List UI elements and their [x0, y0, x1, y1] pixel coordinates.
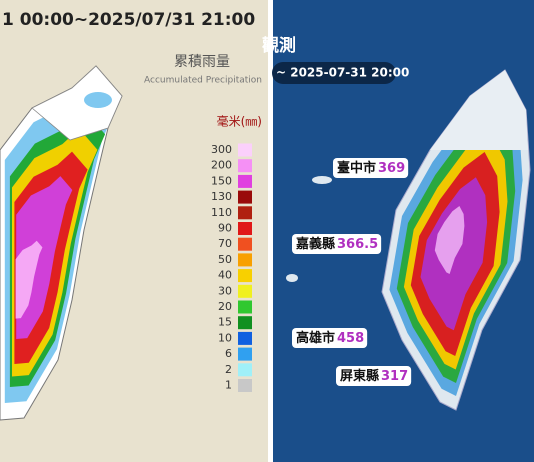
legend-label: 300	[211, 143, 232, 156]
legend-label: 200	[211, 159, 232, 172]
label-text: 屏東縣 317	[340, 368, 408, 384]
legend-swatch	[238, 222, 252, 235]
legend-swatch	[238, 253, 252, 267]
legend-swatch	[238, 269, 252, 283]
legend-label: 15	[218, 316, 232, 329]
label-pill	[292, 328, 368, 348]
label-pill	[333, 158, 409, 178]
legend-label: 20	[218, 300, 232, 313]
legend-swatch	[238, 379, 252, 392]
legend-label: 110	[211, 206, 232, 219]
time-pill	[272, 62, 396, 84]
legend-swatch	[238, 316, 252, 330]
legend-swatch	[238, 363, 252, 377]
label-text: 臺中市 369	[337, 160, 405, 176]
legend-swatch	[238, 300, 252, 314]
legend-label: 30	[218, 284, 232, 297]
legend-swatch	[238, 237, 252, 251]
region-label: 嘉義縣 366.5	[292, 234, 382, 254]
legend-title: 累積雨量	[174, 54, 230, 70]
legend: 300 200 150 130 110 90 70 50 40 30 20 15 10 6 2 1	[211, 143, 252, 392]
legend-swatch	[238, 331, 252, 345]
left-title: 1 00:00~2025/07/31 21:00	[2, 10, 255, 30]
region-name: 臺中市	[337, 160, 376, 176]
legend-label: 150	[211, 174, 232, 187]
right-map	[286, 69, 531, 411]
legend-swatch	[238, 190, 252, 204]
legend-label: 40	[218, 269, 232, 282]
legend-unit: 毫米(㎜)	[217, 114, 262, 129]
region-labels: 臺中市 369 嘉義縣 366.5 高雄市 458 屏東縣 317	[292, 158, 412, 386]
label-text: 嘉義縣 366.5	[295, 236, 378, 252]
region-label: 屏東縣 317	[336, 366, 412, 386]
legend-swatch	[238, 347, 252, 361]
legend-label: 50	[218, 253, 232, 266]
region-label: 臺中市 369	[333, 158, 409, 178]
legend-label: 1	[225, 379, 232, 392]
legend-subtitle: Accumulated Precipitation	[144, 76, 262, 86]
legend-label: 90	[218, 222, 232, 235]
legend-swatch	[238, 206, 252, 220]
legend-swatch	[238, 143, 252, 157]
right-time: ~ 2025-07-31 20:00	[276, 66, 409, 80]
label-pill	[292, 234, 382, 254]
region-label: 高雄市 458	[292, 328, 368, 348]
right-title: 觀測	[262, 35, 296, 56]
label-text: 高雄市 458	[296, 330, 364, 346]
rain-value: 458	[337, 331, 364, 346]
rain-value: 317	[381, 369, 408, 384]
legend-swatch	[238, 159, 252, 173]
legend-label: 6	[225, 347, 232, 360]
region-name: 嘉義縣	[295, 236, 335, 252]
region-name: 高雄市	[296, 330, 335, 346]
legend-swatch	[238, 174, 252, 188]
legend-swatch	[238, 284, 252, 298]
legend-label: 130	[211, 190, 232, 203]
legend-label: 10	[218, 331, 232, 344]
legend-label: 70	[218, 237, 232, 250]
legend-label: 2	[225, 363, 232, 376]
label-pill	[336, 366, 412, 386]
rain-value: 369	[378, 161, 405, 176]
left-map	[0, 65, 123, 421]
divider	[268, 0, 273, 462]
rain-value: 366.5	[337, 237, 378, 252]
region-name: 屏東縣	[340, 368, 379, 384]
